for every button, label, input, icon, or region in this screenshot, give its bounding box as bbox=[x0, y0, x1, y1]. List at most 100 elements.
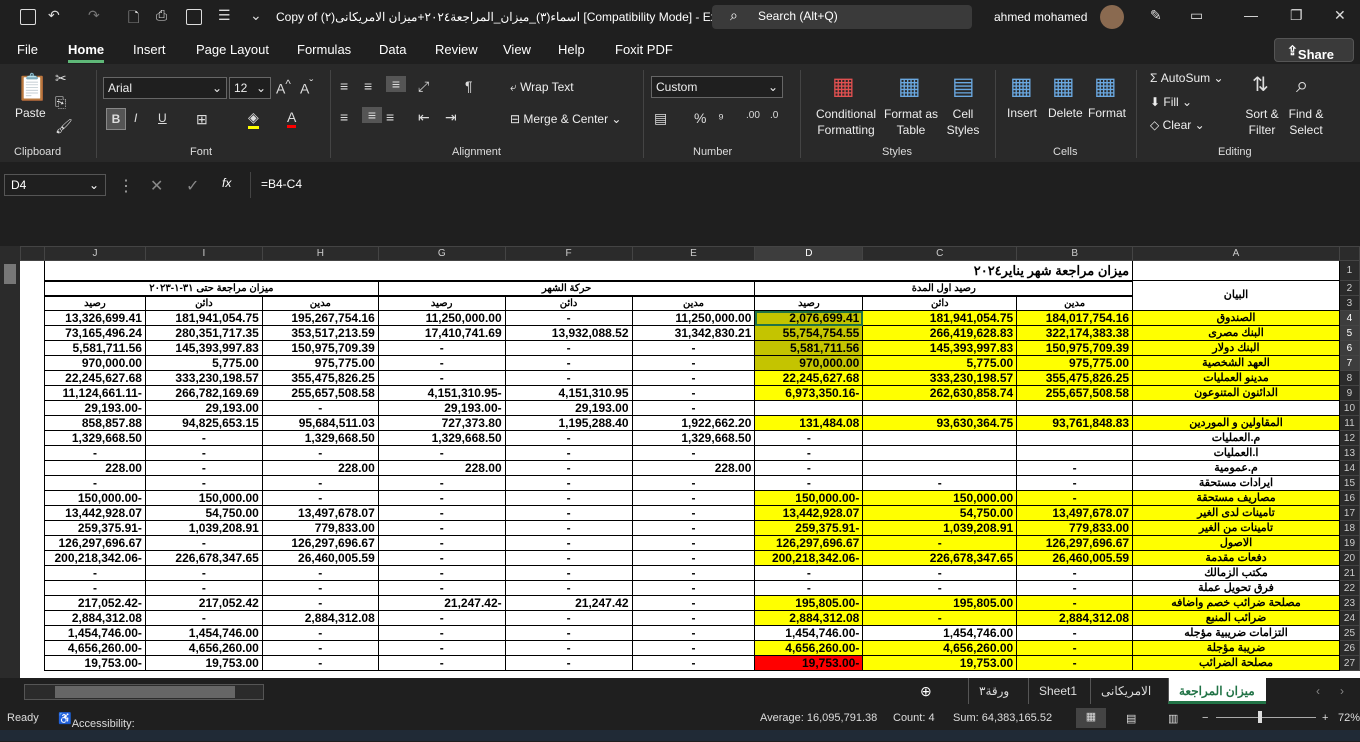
subheader[interactable]: رصيد bbox=[43, 295, 146, 311]
horizontal-scrollbar[interactable] bbox=[24, 684, 264, 700]
account-label[interactable]: ضرائب المنبع bbox=[1132, 610, 1340, 626]
row-header-17[interactable]: 17 bbox=[1338, 505, 1360, 521]
cell-C16[interactable]: 150,000.00 bbox=[862, 490, 1018, 506]
row-header-12[interactable]: 12 bbox=[1338, 430, 1360, 446]
cell[interactable] bbox=[20, 550, 45, 566]
comma-style-icon[interactable]: ⁹ bbox=[718, 110, 724, 126]
cell-I24[interactable]: - bbox=[144, 610, 263, 626]
row-header-21[interactable]: 21 bbox=[1338, 565, 1360, 581]
account-label[interactable]: تامينات من الغير bbox=[1132, 520, 1340, 536]
underline-button[interactable]: U bbox=[158, 111, 167, 125]
conditional-formatting-button[interactable]: Conditional Formatting bbox=[815, 107, 877, 137]
account-label[interactable]: دفعات مقدمة bbox=[1132, 550, 1340, 566]
cell-G9[interactable]: 4,151,310.95- bbox=[377, 385, 506, 401]
account-label[interactable]: الصندوق bbox=[1132, 310, 1340, 326]
cell-I26[interactable]: 4,656,260.00 bbox=[144, 640, 263, 656]
row-header-8[interactable]: 8 bbox=[1338, 370, 1360, 386]
insert-button[interactable]: Insert bbox=[1007, 106, 1038, 120]
cell-E20[interactable]: - bbox=[631, 550, 756, 566]
cell-J18[interactable]: 259,375.91- bbox=[43, 520, 146, 536]
decrease-font-icon[interactable]: Aˇ bbox=[300, 78, 314, 97]
cell-B25[interactable]: - bbox=[1016, 625, 1134, 641]
zoom-slider-thumb[interactable] bbox=[1258, 711, 1262, 723]
cell-J17[interactable]: 13,442,928.07 bbox=[43, 505, 146, 521]
cell-D22[interactable]: - bbox=[754, 580, 864, 596]
cell-I15[interactable]: - bbox=[144, 475, 263, 491]
cell-G7[interactable]: - bbox=[377, 355, 506, 371]
find-select-icon[interactable]: ⌕ bbox=[1296, 72, 1309, 97]
save-icon[interactable] bbox=[20, 9, 36, 25]
cell-E24[interactable]: - bbox=[631, 610, 756, 626]
cell-H20[interactable]: 26,460,005.59 bbox=[261, 550, 379, 566]
cell-B13[interactable] bbox=[1016, 445, 1134, 461]
cell-E14[interactable]: 228.00 bbox=[631, 460, 756, 476]
cell-F10[interactable]: 29,193.00 bbox=[504, 400, 633, 416]
cell[interactable] bbox=[20, 565, 45, 581]
font-color-icon[interactable]: A bbox=[287, 109, 297, 128]
cell-G17[interactable]: - bbox=[377, 505, 506, 521]
cell-B10[interactable] bbox=[1016, 400, 1134, 416]
cell-G20[interactable]: - bbox=[377, 550, 506, 566]
vertical-scrollbar[interactable] bbox=[0, 246, 20, 678]
subheader[interactable]: مدين bbox=[261, 295, 379, 311]
align-center-icon[interactable]: ≡ bbox=[362, 107, 382, 123]
cell-F21[interactable]: - bbox=[504, 565, 633, 581]
undo-icon[interactable]: ↶ bbox=[48, 7, 60, 23]
find-select-button[interactable]: Find & Select bbox=[1288, 107, 1324, 137]
cell-J8[interactable]: 22,245,627.68 bbox=[43, 370, 146, 386]
cell-C23[interactable]: 195,805.00 bbox=[862, 595, 1018, 611]
cell-C8[interactable]: 333,230,198.57 bbox=[862, 370, 1018, 386]
cell-F4[interactable]: - bbox=[504, 310, 633, 326]
cell-C6[interactable]: 145,393,997.83 bbox=[862, 340, 1018, 356]
cell-E12[interactable]: 1,329,668.50 bbox=[631, 430, 756, 446]
row-header-22[interactable]: 22 bbox=[1338, 580, 1360, 596]
column-header-B[interactable]: B bbox=[1016, 246, 1134, 261]
cell[interactable] bbox=[20, 325, 45, 341]
cell-H27[interactable]: - bbox=[261, 655, 379, 671]
cell-H24[interactable]: 2,884,312.08 bbox=[261, 610, 379, 626]
cell-I16[interactable]: 150,000.00 bbox=[144, 490, 263, 506]
cell-F9[interactable]: 4,151,310.95 bbox=[504, 385, 633, 401]
cell-H21[interactable]: - bbox=[261, 565, 379, 581]
cell-F7[interactable]: - bbox=[504, 355, 633, 371]
cell-J26[interactable]: 4,656,260.00- bbox=[43, 640, 146, 656]
account-label[interactable]: فرق تحويل عملة bbox=[1132, 580, 1340, 596]
zoom-in-icon[interactable]: + bbox=[1322, 712, 1329, 724]
cell-C11[interactable]: 93,630,364.75 bbox=[862, 415, 1018, 431]
column-header-A[interactable]: A bbox=[1132, 246, 1340, 261]
cell-B11[interactable]: 93,761,848.83 bbox=[1016, 415, 1134, 431]
cell-I22[interactable]: - bbox=[144, 580, 263, 596]
cell-H12[interactable]: 1,329,668.50 bbox=[261, 430, 379, 446]
cell-H17[interactable]: 13,497,678.07 bbox=[261, 505, 379, 521]
account-label[interactable] bbox=[1132, 400, 1340, 416]
cell-H25[interactable]: - bbox=[261, 625, 379, 641]
cell-C14[interactable] bbox=[862, 460, 1018, 476]
cell-B16[interactable]: - bbox=[1016, 490, 1134, 506]
cell-B15[interactable]: - bbox=[1016, 475, 1134, 491]
cell-F15[interactable]: - bbox=[504, 475, 633, 491]
cell-B4[interactable]: 184,017,754.16 bbox=[1016, 310, 1134, 326]
cell-H14[interactable]: 228.00 bbox=[261, 460, 379, 476]
cell-G13[interactable]: - bbox=[377, 445, 506, 461]
row-header-27[interactable]: 27 bbox=[1338, 655, 1360, 671]
tab-insert[interactable]: Insert bbox=[133, 42, 166, 57]
group-header-opening-balance[interactable]: رصيد اول المدة bbox=[754, 280, 1134, 297]
cell[interactable] bbox=[20, 505, 45, 521]
cell-G19[interactable]: - bbox=[377, 535, 506, 551]
cell-G11[interactable]: 727,373.80 bbox=[377, 415, 506, 431]
sheet-title[interactable]: ميزان مراجعة شهر يناير٢٠٢٤ bbox=[43, 260, 1134, 282]
cell-E19[interactable]: - bbox=[631, 535, 756, 551]
cell-F8[interactable]: - bbox=[504, 370, 633, 386]
cell-D21[interactable]: - bbox=[754, 565, 864, 581]
cell-B22[interactable]: - bbox=[1016, 580, 1134, 596]
cell-I4[interactable]: 181,941,054.75 bbox=[144, 310, 263, 326]
sort-icon[interactable]: ☰ bbox=[218, 7, 231, 23]
cell-C27[interactable]: 19,753.00 bbox=[862, 655, 1018, 671]
cell-F12[interactable]: - bbox=[504, 430, 633, 446]
orientation-icon[interactable]: ⤢ bbox=[418, 78, 430, 94]
cell-I17[interactable]: 54,750.00 bbox=[144, 505, 263, 521]
account-label[interactable]: مكتب الزمالك bbox=[1132, 565, 1340, 581]
cell[interactable] bbox=[20, 355, 45, 371]
cell[interactable] bbox=[20, 595, 45, 611]
account-label[interactable]: الاصول bbox=[1132, 535, 1340, 551]
